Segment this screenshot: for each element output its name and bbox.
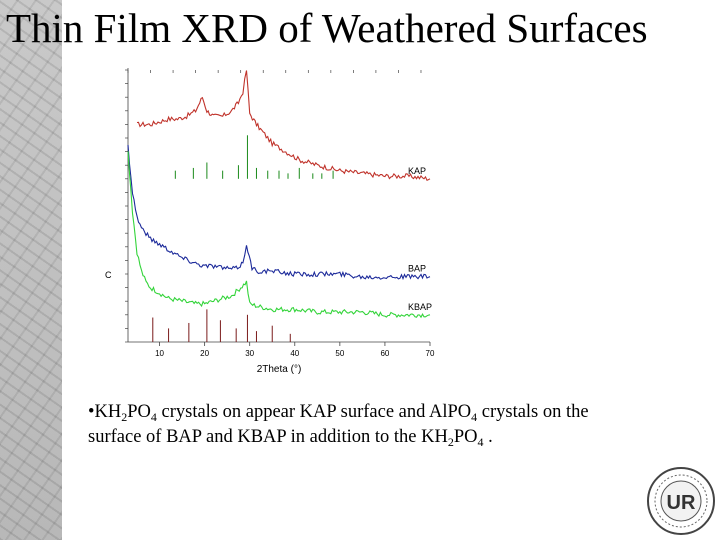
- seal-monogram: UR: [667, 492, 696, 514]
- bullet-part-10: .: [483, 427, 493, 447]
- bullet-part-1: 2: [121, 410, 128, 424]
- slide-title: Thin Film XRD of Weathered Surfaces: [6, 5, 648, 51]
- bullet-part-2: PO: [127, 402, 151, 422]
- x-tick-label: 50: [335, 349, 344, 358]
- bullet-marker: •: [88, 402, 95, 422]
- bullet-part-8: PO: [453, 427, 478, 447]
- series-line-kbap: [127, 150, 431, 319]
- x-tick-label: 30: [245, 349, 254, 358]
- bullet-part-6: crystals on the surface of BAP and KBAP …: [88, 402, 589, 447]
- y-axis-fragment: C: [105, 270, 112, 280]
- series-labels: KAP BAP KBAP: [408, 166, 432, 312]
- bullet-part-9: 4: [477, 435, 484, 449]
- reference-peaks-bap: [152, 309, 291, 342]
- slide-background-texture: [0, 0, 62, 540]
- series-label-bap: BAP: [408, 264, 426, 274]
- series-layer: [127, 70, 431, 319]
- series-line-kap: [136, 70, 431, 182]
- plot-frame: [127, 68, 430, 343]
- x-tick-label: 40: [290, 349, 299, 358]
- x-tick-label: 20: [200, 349, 209, 358]
- x-ticks: 10 20 30 40 50 60 70: [125, 69, 435, 358]
- x-tick-label: 60: [380, 349, 389, 358]
- reference-peaks-kap: [174, 135, 334, 179]
- xrd-chart: 10 20 30 40 50 60 70 KAP BAP KBAP C 2Theta (°): [105, 68, 435, 375]
- bullet-part-7: 2: [447, 435, 454, 449]
- university-seal-logo: UR: [647, 467, 715, 535]
- bullet-part-5: 4: [471, 410, 478, 424]
- series-line-bap: [127, 144, 431, 281]
- x-tick-label: 10: [155, 349, 164, 358]
- bullet-part-3: 4: [150, 410, 157, 424]
- series-label-kap: KAP: [408, 166, 426, 176]
- reference-peaks: [152, 135, 334, 342]
- x-tick-label: 70: [426, 349, 435, 358]
- bullet-part-4: crystals on appear KAP surface and AlPO: [156, 402, 472, 422]
- bullet-text: •KH2PO4 crystals on appear KAP surface a…: [88, 400, 608, 450]
- series-label-kbap: KBAP: [408, 302, 432, 312]
- x-axis-label: 2Theta (°): [257, 364, 302, 375]
- bullet-part-0: KH: [94, 402, 122, 422]
